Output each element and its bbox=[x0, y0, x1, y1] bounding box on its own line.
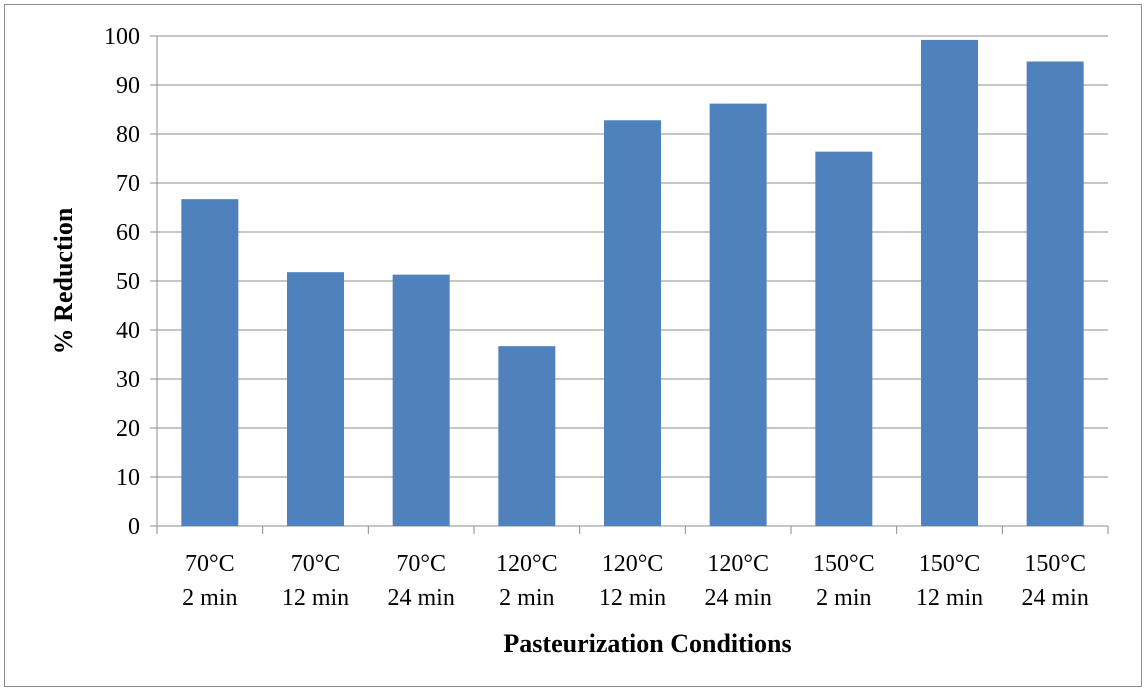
bar bbox=[1026, 61, 1084, 526]
bar bbox=[287, 272, 344, 526]
y-tick-label: 80 bbox=[116, 122, 140, 148]
y-tick-label: 60 bbox=[116, 220, 140, 246]
x-tick-label: 120°C bbox=[707, 551, 769, 577]
y-tick-label: 50 bbox=[116, 269, 140, 295]
y-tick-label: 20 bbox=[116, 416, 140, 442]
x-tick-label: 2 min bbox=[816, 585, 871, 611]
x-tick-label: 70°C bbox=[396, 551, 446, 577]
x-tick-label: 150°C bbox=[1024, 551, 1086, 577]
y-axis-title: % Reduction bbox=[49, 207, 78, 354]
x-tick-label: 120°C bbox=[602, 551, 664, 577]
y-tick-label: 100 bbox=[104, 24, 140, 50]
x-tick-label: 120°C bbox=[496, 551, 558, 577]
x-tick-label: 2 min bbox=[182, 585, 237, 611]
y-tick-label: 70 bbox=[116, 171, 140, 197]
y-tick-label: 0 bbox=[128, 514, 140, 540]
y-tick-label: 90 bbox=[116, 73, 140, 99]
x-tick-label: 150°C bbox=[813, 551, 875, 577]
x-tick-label: 70°C bbox=[291, 551, 341, 577]
x-tick-label: 24 min bbox=[1021, 585, 1088, 611]
bar bbox=[392, 274, 450, 526]
x-tick-label: 24 min bbox=[387, 585, 454, 611]
y-tick-label: 10 bbox=[116, 465, 140, 491]
x-axis-title: Pasteurization Conditions bbox=[503, 629, 791, 658]
bar bbox=[498, 346, 556, 526]
x-tick-label: 70°C bbox=[185, 551, 235, 577]
x-tick-label: 150°C bbox=[919, 551, 981, 577]
bar bbox=[815, 151, 873, 526]
bar bbox=[604, 120, 661, 526]
x-tick-label: 12 min bbox=[916, 585, 983, 611]
x-tick-label: 12 min bbox=[599, 585, 666, 611]
y-tick-label: 30 bbox=[116, 367, 140, 393]
bar bbox=[921, 39, 978, 527]
bar bbox=[709, 103, 767, 527]
x-tick-label: 24 min bbox=[704, 585, 771, 611]
x-tick-label: 2 min bbox=[499, 585, 554, 611]
bar bbox=[181, 199, 239, 527]
x-tick-label: 12 min bbox=[282, 585, 349, 611]
y-tick-label: 40 bbox=[116, 318, 140, 344]
